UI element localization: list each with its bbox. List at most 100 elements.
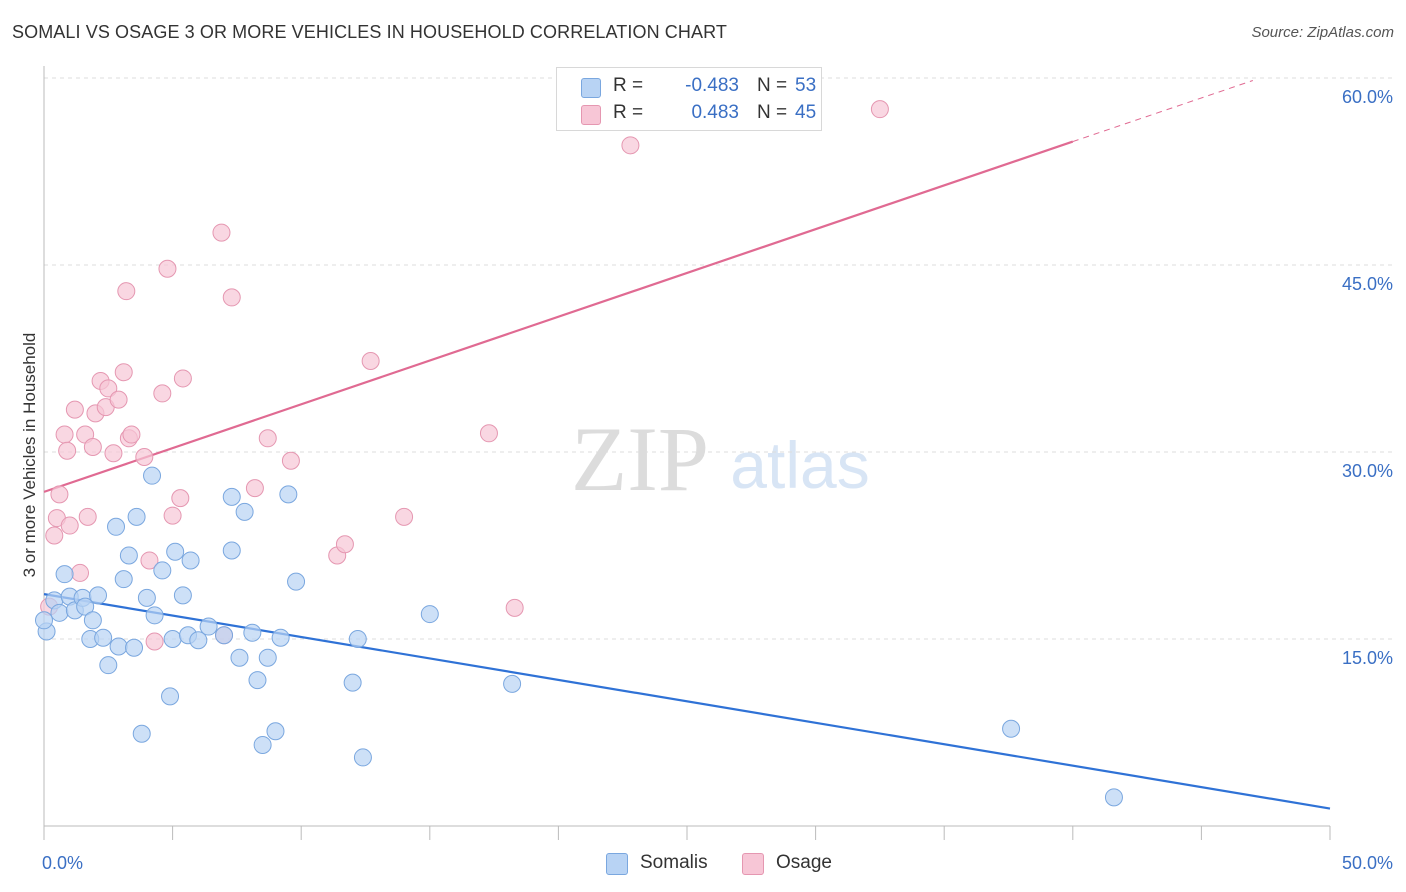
osage-point [71,563,90,582]
n-label: N = [757,75,788,96]
osage-point [395,507,414,526]
osage-point [212,223,231,242]
n-value: 53 [795,75,817,96]
somalis-point [127,507,146,526]
watermark-atlas: atlas [730,428,869,502]
osage-point [50,485,69,504]
osage-point [117,282,136,301]
osage-point [163,506,182,525]
osage-point [104,444,123,463]
somalis-swatch [581,78,601,98]
somalis-point [132,724,151,743]
somalis-point [253,735,272,754]
somalis-point [107,517,126,536]
somalis-point [89,586,108,605]
somalis-point [50,603,69,622]
somalis-point [222,487,241,506]
osage-point [135,447,154,466]
x-tick-label: 0.0% [42,853,83,873]
osage-point [361,351,380,370]
somalis-point [271,628,290,647]
somalis-point [287,572,306,591]
somalis-point [353,748,372,767]
somalis-point [76,597,95,616]
osage-point [245,479,264,498]
x-tick-labels: 0.0% 50.0% [42,853,1393,873]
osage-point [258,429,277,448]
osage-point [870,100,889,119]
somalis-point [215,626,234,645]
somalis-point [166,542,185,561]
somalis-point [153,561,172,580]
somalis-point [199,617,218,636]
osage-trend-line [43,140,1074,493]
osage-point [153,384,172,403]
somalis-point [55,565,74,584]
osage-point [222,288,241,307]
somalis-point [343,673,362,692]
somalis-point [235,502,254,521]
somalis-point [143,466,162,485]
osage-point [505,598,524,617]
y-tick-label: 15.0% [1342,648,1393,668]
y-tick-label: 60.0% [1342,87,1393,107]
osage-point [55,425,74,444]
somalis-point [125,638,144,657]
osage-point [173,369,192,388]
osage-point [60,516,79,535]
somalis-point [114,570,133,589]
osage-point [78,507,97,526]
n-label: N = [757,102,788,123]
somalis-point [83,611,102,630]
somalis-point [348,630,367,648]
somalis-point [99,656,118,675]
osage-legend-label: Osage [776,852,832,873]
watermark: ZIP atlas [571,408,870,510]
osage-point [158,259,177,278]
somalis-point [181,551,200,570]
osage-point [99,379,118,398]
osage-legend-swatch [742,853,764,875]
somalis-point [503,674,522,693]
somalis-point [94,628,113,647]
somalis-points [35,466,1123,807]
somalis-point [222,541,241,560]
chart-title: SOMALI VS OSAGE 3 OR MORE VEHICLES IN HO… [12,22,727,42]
osage-point [281,451,300,470]
r-label: R = [613,102,644,123]
somalis-point [119,546,138,565]
n-value: 45 [795,102,817,123]
somalis-point [420,605,439,624]
osage-point [45,526,64,545]
axes [43,66,1331,840]
somalis-point [161,687,180,706]
osage-point [140,551,159,570]
osage-point [171,489,190,508]
somalis-point [145,606,164,625]
somalis-trend-line [43,593,1331,810]
somalis-point [230,648,249,667]
somalis-point [35,611,53,630]
gridlines [44,77,1395,640]
osage-point [621,136,640,155]
somalis-point [243,623,262,642]
somalis-legend-swatch [606,853,628,875]
osage-point [58,441,77,460]
osage-point [65,400,84,419]
osage-trend-line-extension [1072,80,1254,143]
correlation-legend: R = -0.483 N = 53 R = 0.483 N = 45 [556,67,822,131]
somalis-point [173,586,192,605]
watermark-zip: ZIP [571,408,709,510]
osage-point [122,425,141,444]
somalis-point [248,671,267,690]
r-value: 0.483 [691,102,739,123]
y-tick-labels: 15.0% 30.0% 45.0% 60.0% [1342,87,1393,668]
r-label: R = [613,75,644,96]
chart-source: Source: ZipAtlas.com [1251,24,1394,41]
somalis-point [189,631,208,650]
x-tick-label: 50.0% [1342,853,1393,873]
somalis-point [1002,719,1021,738]
osage-point [145,632,164,651]
somalis-point [163,630,182,648]
